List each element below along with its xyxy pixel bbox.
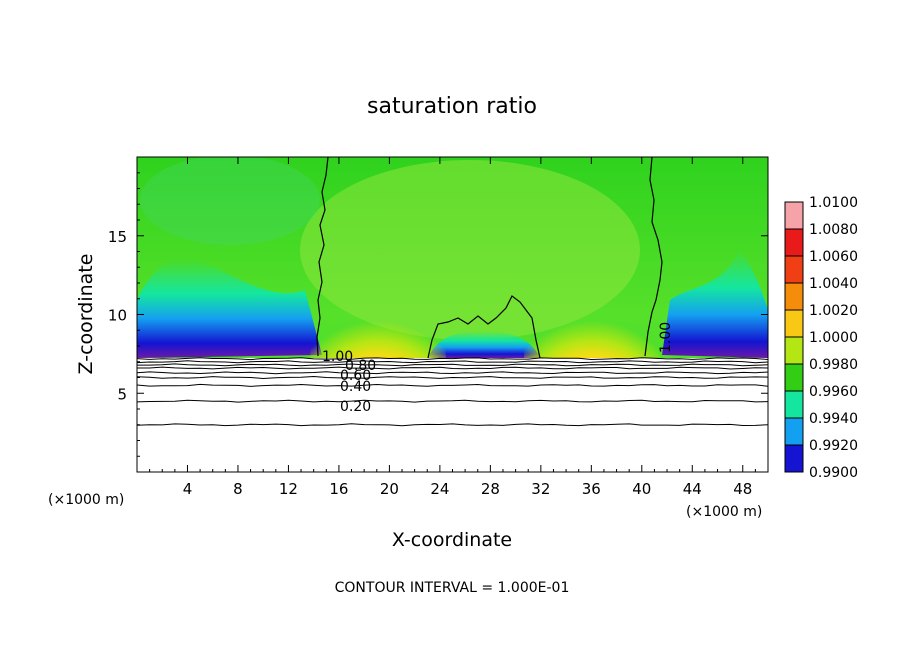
colorbar-swatch <box>785 256 803 284</box>
y-axis-ticks: 5 10 15 <box>108 172 768 457</box>
colorbar-label: 0.9900 <box>809 465 858 481</box>
colorbar-label: 0.9980 <box>809 357 858 373</box>
x-tick-label: 16 <box>329 480 348 498</box>
colorbar-label: 0.9940 <box>809 411 858 427</box>
x-tick-label: 28 <box>481 480 500 498</box>
contour-line-1.00-left <box>316 157 329 357</box>
field-cool-region-mid <box>428 331 540 358</box>
contour-line <box>137 423 768 427</box>
contour-line <box>137 363 768 367</box>
colorbar-label: 0.9920 <box>809 438 858 454</box>
colorbar: 1.0100 1.0080 1.0060 1.0040 1.0020 1.0000 0.99… <box>784 195 858 481</box>
contour-line <box>137 371 768 375</box>
y-tick-label: 15 <box>108 228 127 246</box>
colorbar-label: 1.0000 <box>809 330 858 346</box>
x-axis-unit-right: (×1000 m) <box>686 504 762 520</box>
colorbar-label: 1.0100 <box>809 195 858 211</box>
x-tick-label: 8 <box>233 480 243 498</box>
colorbar-label: 1.0020 <box>809 303 858 319</box>
colorbar-swatch <box>785 445 803 473</box>
contour-line <box>137 360 768 364</box>
contour-line <box>137 383 768 387</box>
x-tick-label: 32 <box>531 480 550 498</box>
contour-lines <box>137 357 768 427</box>
x-axis-label: X-coordinate <box>392 529 512 551</box>
contour-label: 0.80 <box>345 358 376 374</box>
colorbar-swatch <box>785 202 803 230</box>
contour-line <box>137 399 768 403</box>
field-lower-blank <box>137 358 768 472</box>
x-axis-unit-left: (×1000 m) <box>48 492 124 508</box>
contour-label: 1.00 <box>322 349 353 365</box>
x-tick-label: 48 <box>733 480 752 498</box>
colorbar-label: 1.0060 <box>809 249 858 265</box>
contour-label: 1.00 <box>658 322 674 353</box>
x-tick-label: 4 <box>183 480 193 498</box>
contour-line <box>137 375 768 380</box>
contour-label: 0.60 <box>340 368 371 384</box>
contour-interval-note: CONTOUR INTERVAL = 1.000E-01 <box>335 580 570 596</box>
colorbar-swatch <box>785 391 803 419</box>
colorbar-swatch <box>785 418 803 446</box>
field-cool-region-right <box>662 250 768 358</box>
colorbar-label: 1.0080 <box>809 222 858 238</box>
y-tick-label: 5 <box>117 385 127 403</box>
y-tick-label: 10 <box>108 307 127 325</box>
colorbar-label: 0.9960 <box>809 384 858 400</box>
colorbar-swatch <box>785 337 803 365</box>
x-tick-label: 24 <box>430 480 449 498</box>
x-tick-label: 20 <box>380 480 399 498</box>
plot-area <box>137 157 768 472</box>
x-tick-label: 44 <box>683 480 702 498</box>
contour-label: 0.40 <box>340 379 371 395</box>
x-tick-label: 36 <box>582 480 601 498</box>
contour-line-1.00-mid <box>427 295 541 359</box>
field-light-region <box>140 157 320 245</box>
x-axis-ticks: 4 8 12 16 20 24 28 32 36 40 44 48 <box>149 157 756 498</box>
x-tick-label: 40 <box>632 480 651 498</box>
chart-title: saturation ratio <box>367 94 537 119</box>
x-tick-label: 12 <box>279 480 298 498</box>
colorbar-swatch <box>785 310 803 338</box>
colorbar-swatch <box>785 283 803 311</box>
contour-line <box>137 357 768 361</box>
colorbar-swatch <box>785 364 803 392</box>
contour-line-1.00-right <box>644 157 663 357</box>
contour-label: 0.20 <box>340 399 371 415</box>
field-cool-region-left <box>137 259 322 358</box>
contour-label-group: 1.00 0.80 0.60 0.40 0.20 1.00 <box>322 322 674 415</box>
y-axis-label: Z-coordinate <box>75 254 97 375</box>
colorbar-label: 1.0040 <box>809 276 858 292</box>
colorbar-swatch <box>785 229 803 257</box>
contour-line <box>137 366 768 370</box>
